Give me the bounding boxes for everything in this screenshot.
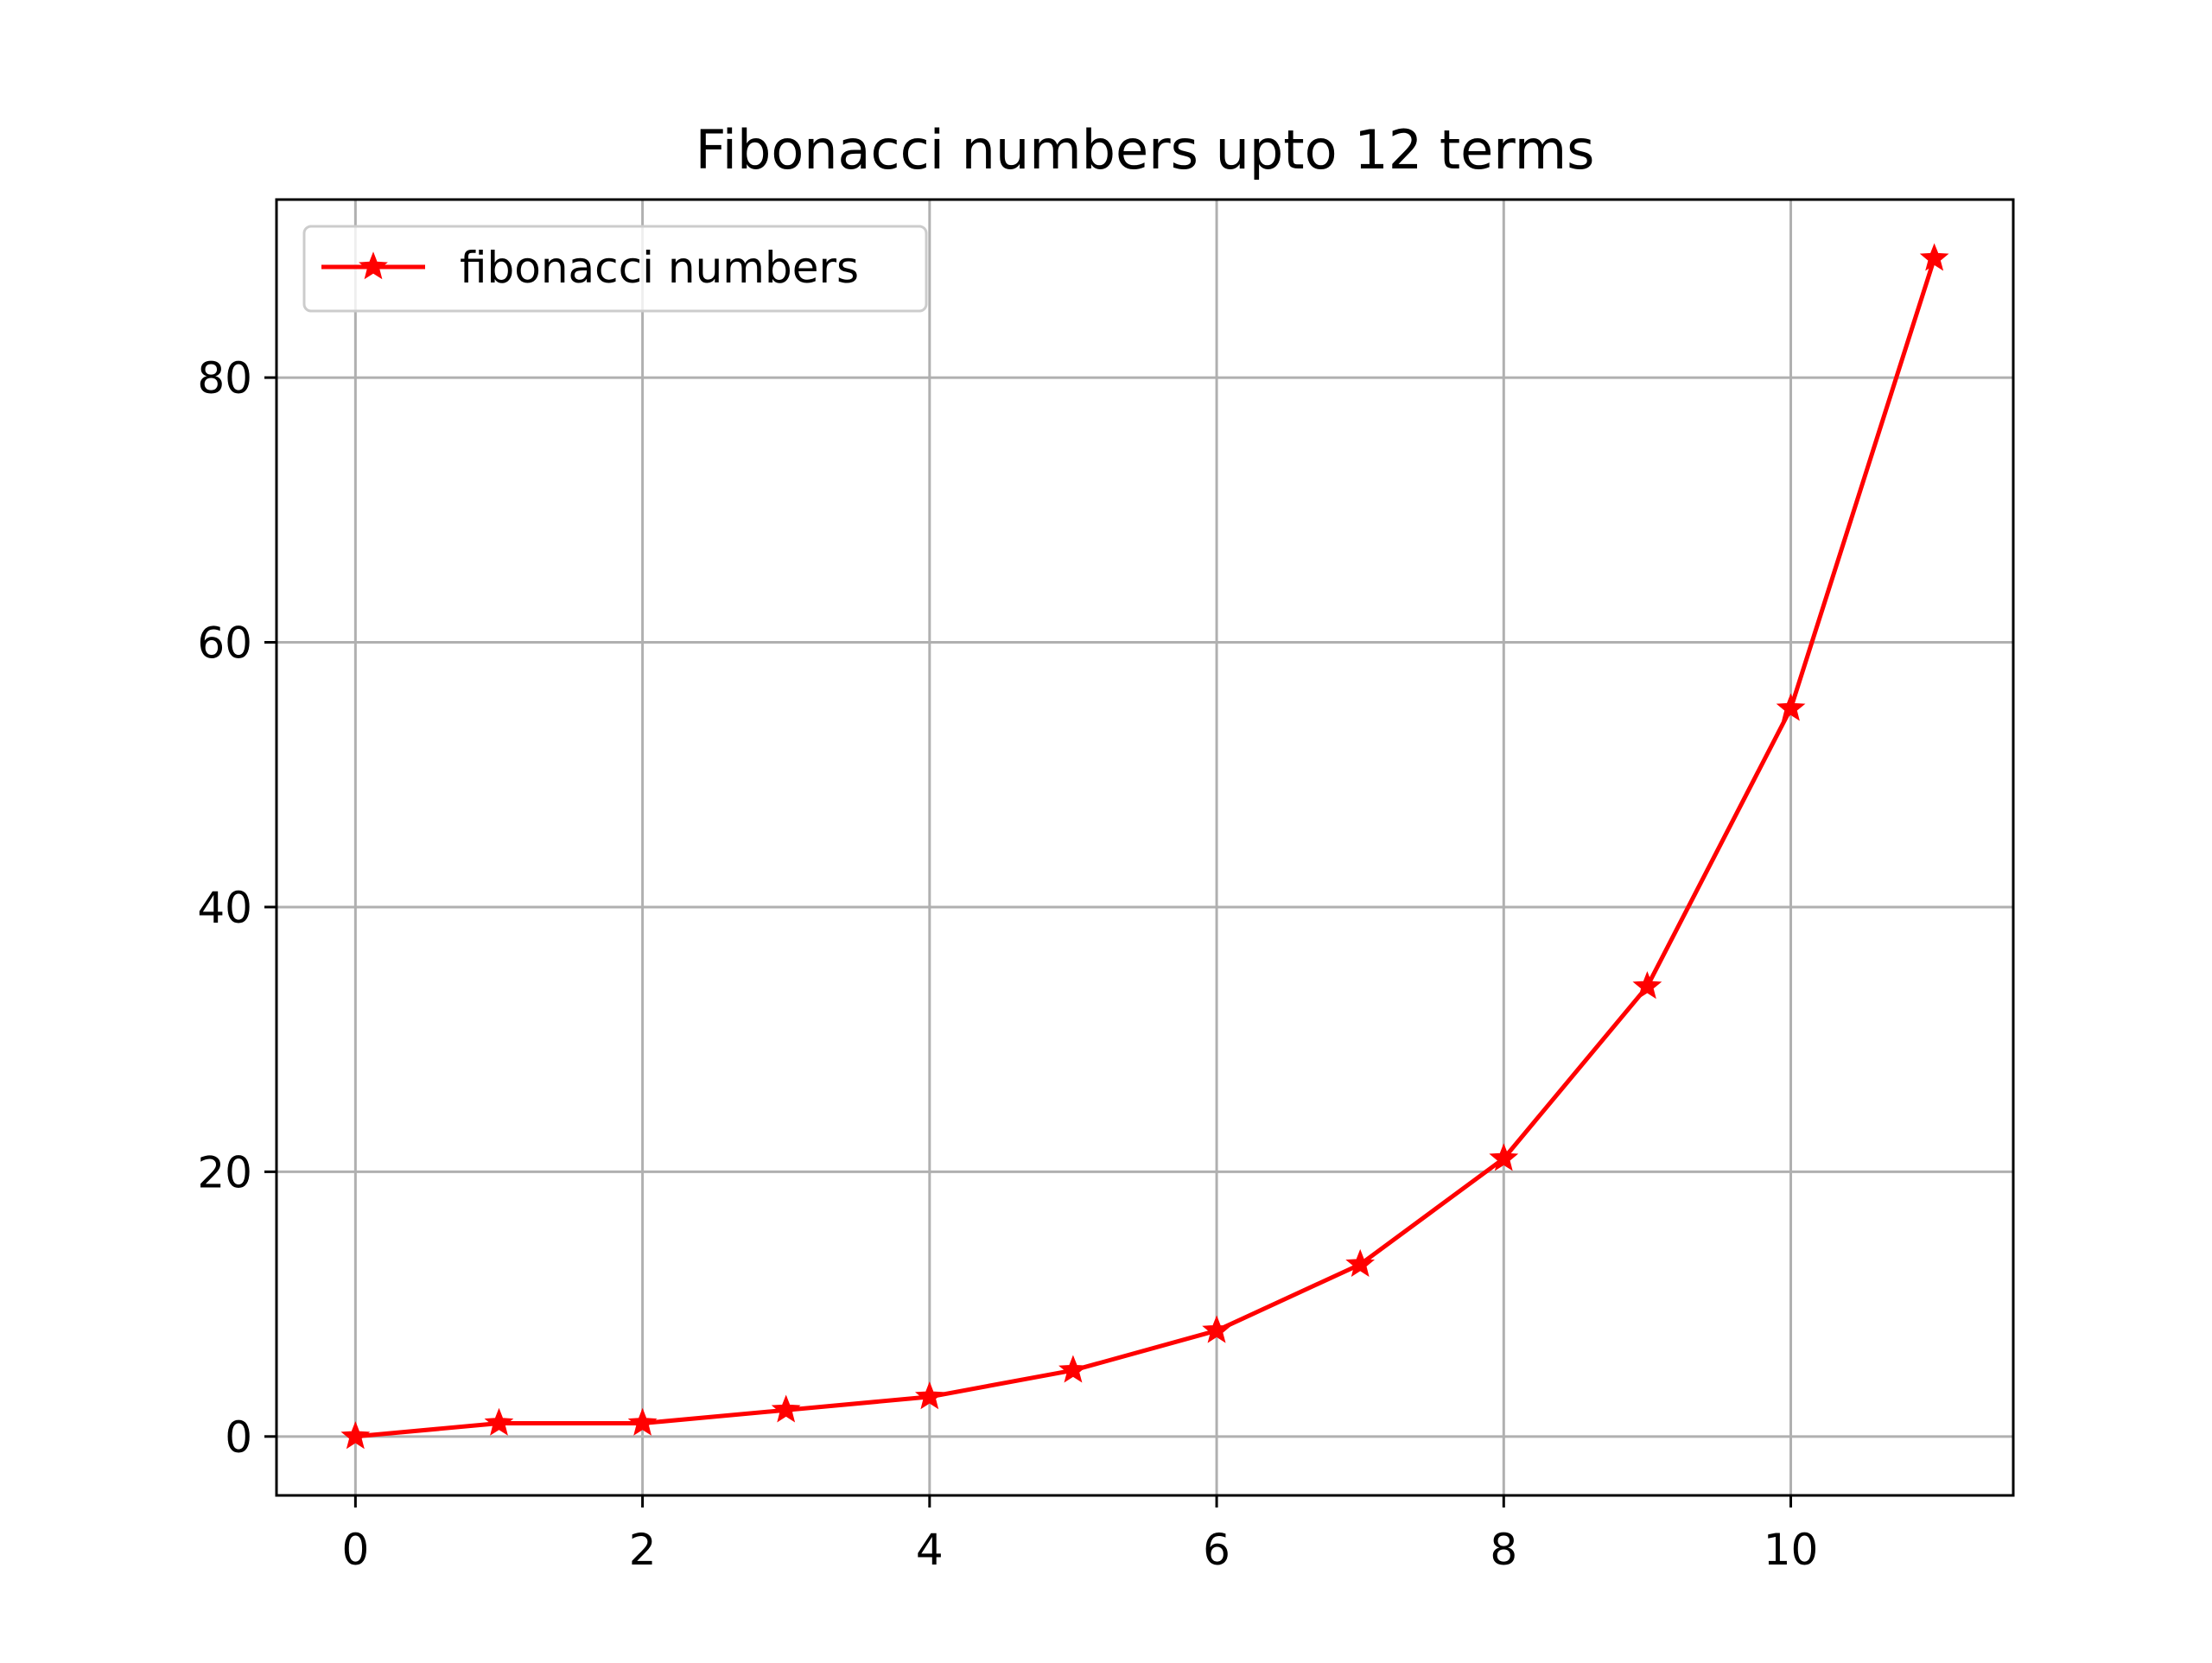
series-line xyxy=(355,257,1936,1439)
y-tick-label: 0 xyxy=(225,1412,252,1463)
y-tick-label: 60 xyxy=(197,619,252,669)
grid xyxy=(276,200,2013,1495)
data-point-marker xyxy=(915,1381,944,1410)
legend-label: fibonacci numbers xyxy=(460,243,859,293)
legend-star-marker xyxy=(359,251,388,280)
legend-box xyxy=(302,225,928,313)
y-tick-label: 20 xyxy=(197,1147,252,1197)
x-tick-label: 10 xyxy=(1764,1525,1819,1575)
data-point-marker xyxy=(1345,1248,1376,1278)
series-layer xyxy=(340,243,1949,1450)
x-tick-label: 2 xyxy=(629,1525,657,1575)
legend-marker xyxy=(359,251,388,280)
x-tick-label: 0 xyxy=(341,1525,369,1575)
data-point-marker xyxy=(1058,1355,1088,1383)
data-point-marker xyxy=(771,1394,801,1423)
data-point-marker xyxy=(1489,1143,1519,1171)
data-point-marker xyxy=(484,1407,514,1436)
data-point-marker xyxy=(1632,971,1662,1000)
data-point-marker xyxy=(627,1407,658,1436)
data-point-marker xyxy=(1919,243,1949,271)
legend: fibonacci numbers xyxy=(302,225,928,313)
ticks: 0 2 4 6 8 10 0 20 40 60 80 xyxy=(197,353,1818,1575)
y-tick-label: 40 xyxy=(197,883,252,933)
chart-title: Fibonacci numbers upto 12 terms xyxy=(696,118,1595,181)
y-tick-label: 80 xyxy=(197,353,252,403)
x-tick-label: 6 xyxy=(1203,1525,1230,1575)
axes-frame xyxy=(275,198,2015,1497)
x-tick-label: 4 xyxy=(916,1525,944,1575)
data-point-marker xyxy=(340,1421,371,1450)
data-point-marker xyxy=(1776,693,1806,721)
x-tick-label: 8 xyxy=(1490,1525,1517,1575)
data-point-marker xyxy=(1202,1315,1231,1343)
